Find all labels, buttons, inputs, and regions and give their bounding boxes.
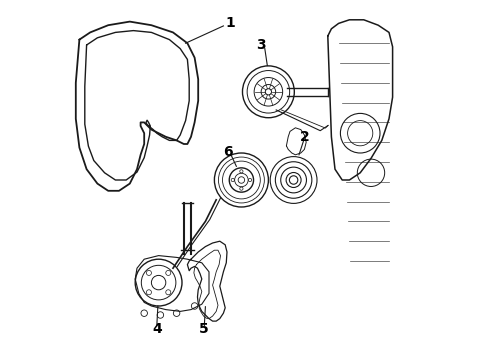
Text: 2: 2 [299,130,309,144]
Text: 6: 6 [223,145,233,159]
Text: 4: 4 [152,323,162,336]
Text: 3: 3 [256,38,266,52]
Text: 5: 5 [199,323,208,336]
Text: 1: 1 [226,17,236,30]
